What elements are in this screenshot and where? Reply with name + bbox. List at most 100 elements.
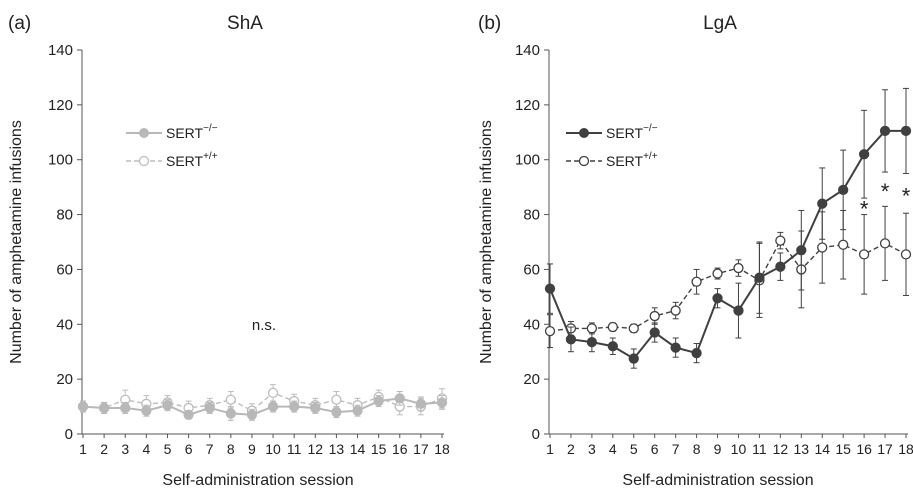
panel-a-xtick-label: 7 [206, 441, 214, 457]
panel-b-wt-point [650, 312, 659, 321]
panel-a-ko-series-line [83, 398, 442, 414]
panel-a-xtick-label: 1 [79, 441, 87, 457]
panel-a-ko-point [438, 398, 447, 407]
panel-a-xtick-label: 13 [329, 441, 345, 457]
panel-b-wt-point [881, 239, 890, 248]
legend-a-wt-label: SERT+/+ [166, 151, 218, 169]
panel-a-ko-point [247, 410, 256, 419]
panel-a-xtick-label: 17 [413, 441, 429, 457]
panel-a-xtick-label: 10 [265, 441, 281, 457]
panel-b-wt-point [713, 269, 722, 278]
panel-a-ko-point [395, 394, 404, 403]
legend-b-wt-sup: +/+ [643, 151, 658, 162]
panel-a-ylabel: Number of amphetamine infusions [8, 120, 25, 364]
panel-b-title: LgA [703, 13, 737, 34]
panel-a-xlabel: Self-administration session [162, 472, 353, 489]
panel-b-ko-series-line [550, 131, 906, 359]
legend-a-ko-base: SERT [166, 125, 204, 141]
panel-b-wt-point [587, 324, 596, 333]
panel-b-wt-point [818, 243, 827, 252]
panel-b-wt-point [608, 323, 617, 332]
panel-a-ytick-label: 120 [48, 97, 73, 114]
panel-b-significance-star: * [881, 179, 890, 204]
panel-b-xtick-label: 16 [856, 441, 872, 457]
panel-a-ko-point [100, 403, 109, 412]
legend-a-wt-marker [140, 157, 149, 166]
panel-b-ko-point [713, 294, 722, 303]
panel-b-ko-point [650, 328, 659, 337]
panel-a-xtick-label: 11 [287, 441, 302, 457]
panel-b-xtick-label: 5 [630, 441, 638, 457]
panel-a-wt-series-line [83, 393, 442, 411]
panel-a-title: ShA [227, 13, 263, 34]
legend-b-wt-base: SERT [606, 153, 644, 169]
panel-b-wt-point [692, 277, 701, 286]
panel-a-wt-point [332, 395, 341, 404]
legend-a-ko-sup: −/− [203, 123, 218, 134]
panel-b-wt-point [860, 250, 869, 259]
panel-a-xtick-label: 5 [164, 441, 172, 457]
panel-a-ko-point [353, 406, 362, 415]
panel-a-xtick-label: 16 [392, 441, 408, 457]
panel-b-ko-point [755, 273, 764, 282]
panel-b-xtick-label: 3 [588, 441, 596, 457]
legend-b-wt-marker [580, 157, 589, 166]
panel-b-xtick-label: 7 [672, 441, 680, 457]
panel-b-wt-point [629, 324, 638, 333]
panel-a-xtick-label: 9 [248, 441, 256, 457]
legend-b-ko-label: SERT−/− [606, 123, 658, 141]
panel-b-ko-point [629, 354, 638, 363]
legend-a-wt-sup: +/+ [203, 151, 218, 162]
panel-b-ko-point [566, 335, 575, 344]
panel-b-xtick-label: 11 [752, 441, 767, 457]
panel-a-ytick-label: 80 [56, 207, 73, 224]
panel-b-ko-point [860, 150, 869, 159]
panel-b-wt-series-line [550, 241, 906, 332]
panel-b-wt-point [902, 250, 911, 259]
panel-b-wt-point [776, 236, 785, 245]
panel-b-xtick-label: 9 [714, 441, 722, 457]
panel-a-legend: SERT−/− SERT+/+ [126, 123, 218, 169]
panel-a-ko-point [205, 403, 214, 412]
panel-b-xtick-label: 4 [609, 441, 617, 457]
panel-b-ytick-label: 60 [523, 261, 540, 278]
panel-b-ko-point [671, 343, 680, 352]
panel-b-ko-point [776, 262, 785, 271]
panel-b-legend: SERT−/− SERT+/+ [566, 123, 658, 169]
panel-b-wt-point [546, 327, 555, 336]
panel-b-xtick-label: 2 [567, 441, 575, 457]
panel-b-xtick-label: 14 [814, 441, 830, 457]
legend-b-ko-sup: −/− [643, 123, 658, 134]
panel-a-xtick-label: 3 [121, 441, 129, 457]
panel-b-xtick-label: 1 [546, 441, 554, 457]
panel-b-xlabel: Self-administration session [622, 472, 813, 489]
panel-a-ko-point [184, 410, 193, 419]
panel-b-xtick-label: 12 [773, 441, 789, 457]
panel-a-wt-point [226, 395, 235, 404]
panel-b-tag: (b) [478, 13, 501, 34]
panel-a-ytick-label: 100 [48, 152, 73, 169]
legend-b-wt-label: SERT+/+ [606, 151, 658, 169]
panel-b-ytick-label: 20 [523, 371, 540, 388]
panel-a-ko-point [416, 399, 425, 408]
panel-a-ytick-label: 60 [56, 261, 73, 278]
panel-b-ytick-label: 120 [515, 97, 540, 114]
panel-b-ko-point [818, 199, 827, 208]
panel-a-tag: (a) [8, 13, 31, 34]
panel-a-xtick-label: 14 [350, 441, 366, 457]
panel-b-ytick-label: 80 [523, 207, 540, 224]
panel-b-xtick-label: 18 [898, 441, 913, 457]
panel-a-annotation: n.s. [252, 317, 276, 334]
panel-b-xtick-label: 6 [651, 441, 659, 457]
panel-b-wt-point [839, 240, 848, 249]
panel-a-ko-point [374, 397, 383, 406]
panel-a-xtick-label: 12 [308, 441, 324, 457]
panel-b-xtick-label: 17 [877, 441, 893, 457]
panel-b-ko-point [881, 126, 890, 135]
panel-a-ko-point [332, 408, 341, 417]
legend-b-ko-base: SERT [606, 125, 644, 141]
panel-b-ko-point [797, 246, 806, 255]
panel-b-significance-star: * [860, 196, 869, 221]
